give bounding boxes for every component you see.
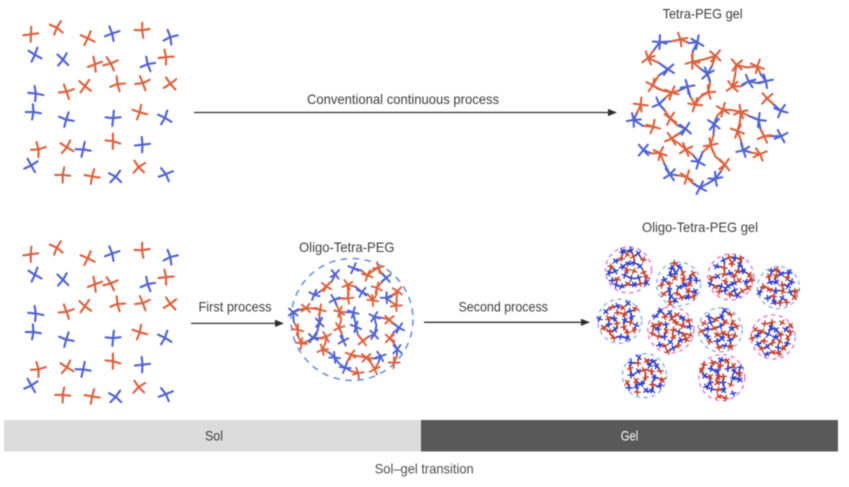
svg-text:Tetra-PEG gel: Tetra-PEG gel [663, 6, 743, 22]
svg-text:Conventional continuous proces: Conventional continuous process [307, 91, 499, 107]
svg-text:Sol: Sol [205, 428, 223, 444]
svg-text:Gel: Gel [621, 428, 639, 444]
svg-text:First process: First process [199, 299, 272, 315]
svg-text:Oligo-Tetra-PEG gel: Oligo-Tetra-PEG gel [642, 219, 758, 235]
svg-text:Oligo-Tetra-PEG: Oligo-Tetra-PEG [299, 239, 395, 255]
svg-text:Second process: Second process [458, 299, 548, 315]
svg-text:Sol–gel transition: Sol–gel transition [375, 461, 474, 477]
